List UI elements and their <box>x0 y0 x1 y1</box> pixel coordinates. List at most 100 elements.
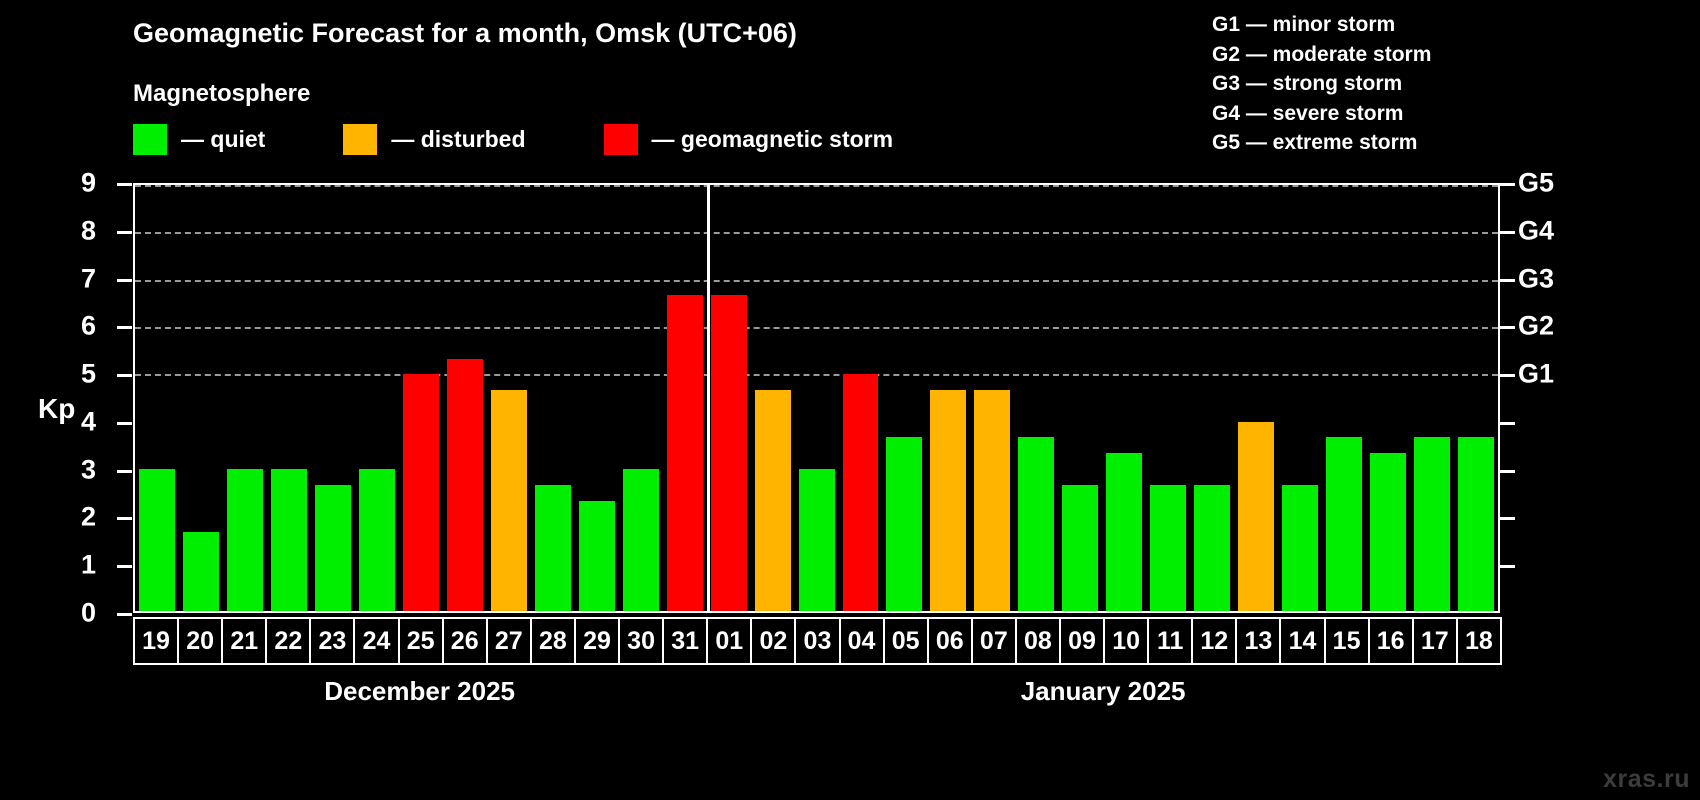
day-label-21[interactable]: 21 <box>221 617 268 665</box>
day-label-14[interactable]: 14 <box>1279 617 1326 665</box>
bar-22[interactable] <box>270 469 307 611</box>
gridline-kp-8 <box>135 232 1498 235</box>
day-label-26[interactable]: 26 <box>441 617 488 665</box>
day-label-13[interactable]: 13 <box>1235 617 1282 665</box>
g-tick-mark-kp-3 <box>1500 469 1515 473</box>
bar-28[interactable] <box>534 484 571 611</box>
bar-slot <box>487 185 531 611</box>
bar-10[interactable] <box>1106 453 1143 611</box>
bar-12[interactable] <box>1194 484 1231 611</box>
bar-slot <box>223 185 267 611</box>
bar-slot <box>267 185 311 611</box>
month-divider <box>706 183 710 613</box>
y-axis-label: Kp <box>38 393 76 424</box>
y-tick-mark-0 <box>117 613 132 616</box>
g-tick-mark-kp-5 <box>1500 374 1515 378</box>
bar-01[interactable] <box>710 295 747 611</box>
day-label-08[interactable]: 08 <box>1014 617 1061 665</box>
g-scale-line-5: G5 — extreme storm <box>1212 131 1418 154</box>
bar-29[interactable] <box>578 500 615 611</box>
day-label-06[interactable]: 06 <box>926 617 973 665</box>
y-tick-label-0: 0 <box>80 597 96 628</box>
bar-14[interactable] <box>1282 484 1319 611</box>
y-tick-mark-5 <box>117 374 132 378</box>
bar-24[interactable] <box>358 469 395 611</box>
bar-25[interactable] <box>402 374 439 611</box>
day-label-27[interactable]: 27 <box>485 617 532 665</box>
bar-05[interactable] <box>886 437 923 611</box>
gridline-kp-7 <box>135 279 1498 282</box>
day-label-04[interactable]: 04 <box>838 617 885 665</box>
day-label-10[interactable]: 10 <box>1103 617 1150 665</box>
bar-slot <box>795 185 839 611</box>
bar-slot <box>1366 185 1410 611</box>
bar-15[interactable] <box>1326 437 1363 611</box>
g-tick-label-G2: G2 <box>1518 310 1555 341</box>
day-label-28[interactable]: 28 <box>529 617 576 665</box>
bar-09[interactable] <box>1062 484 1099 611</box>
bar-04[interactable] <box>842 374 879 611</box>
y-tick-label-3: 3 <box>80 454 96 485</box>
y-tick-mark-3 <box>117 469 132 473</box>
bar-slot <box>575 185 619 611</box>
month-caption: January 2025 <box>1020 676 1186 706</box>
day-label-30[interactable]: 30 <box>618 617 665 665</box>
bar-31[interactable] <box>666 295 703 611</box>
day-label-20[interactable]: 20 <box>177 617 224 665</box>
day-label-15[interactable]: 15 <box>1323 617 1370 665</box>
day-label-23[interactable]: 23 <box>309 617 356 665</box>
bar-21[interactable] <box>226 469 263 611</box>
g-scale-line-1: G1 — minor storm <box>1212 13 1396 36</box>
day-label-17[interactable]: 17 <box>1411 617 1458 665</box>
day-label-05[interactable]: 05 <box>882 617 929 665</box>
bar-13[interactable] <box>1238 421 1275 611</box>
day-label-29[interactable]: 29 <box>573 617 621 665</box>
bar-slot <box>355 185 399 611</box>
g-tick-mark-kp-8 <box>1500 230 1515 234</box>
day-label-09[interactable]: 09 <box>1058 617 1106 665</box>
gridline-kp-6 <box>135 326 1498 329</box>
bar-03[interactable] <box>798 469 835 611</box>
bar-slot <box>1322 185 1366 611</box>
bar-20[interactable] <box>182 531 219 611</box>
bar-06[interactable] <box>930 389 967 611</box>
day-label-16[interactable]: 16 <box>1367 617 1414 665</box>
bar-slot <box>1410 185 1454 611</box>
legend-label-disturbed: — disturbed <box>391 125 526 152</box>
y-tick-mark-1 <box>117 565 132 569</box>
legend-swatch-geomagnetic-storm <box>603 123 638 155</box>
bar-16[interactable] <box>1370 453 1407 611</box>
day-label-07[interactable]: 07 <box>970 617 1017 665</box>
bar-08[interactable] <box>1018 437 1055 611</box>
bar-slot <box>1454 185 1498 611</box>
bar-slot <box>1014 185 1058 611</box>
bar-27[interactable] <box>490 389 527 611</box>
day-label-12[interactable]: 12 <box>1191 617 1238 665</box>
magnetosphere-label: Magnetosphere <box>133 80 311 107</box>
y-tick-label-8: 8 <box>80 215 96 246</box>
day-label-25[interactable]: 25 <box>397 617 444 665</box>
day-label-03[interactable]: 03 <box>794 617 841 665</box>
bar-slot <box>311 185 355 611</box>
bar-slot <box>1146 185 1190 611</box>
bar-18[interactable] <box>1458 437 1495 611</box>
day-label-01[interactable]: 01 <box>706 617 753 665</box>
y-tick-label-4: 4 <box>80 406 96 437</box>
bar-30[interactable] <box>622 469 659 611</box>
bar-02[interactable] <box>754 389 791 611</box>
bar-17[interactable] <box>1414 437 1451 611</box>
day-label-02[interactable]: 02 <box>750 617 797 665</box>
bars-layer <box>135 185 1498 611</box>
day-label-22[interactable]: 22 <box>265 617 312 665</box>
watermark: xras.ru <box>1603 765 1690 793</box>
bar-07[interactable] <box>974 389 1011 611</box>
day-label-19[interactable]: 19 <box>133 617 180 665</box>
bar-19[interactable] <box>139 469 175 611</box>
day-label-18[interactable]: 18 <box>1455 617 1502 665</box>
day-label-11[interactable]: 11 <box>1147 617 1194 665</box>
day-label-24[interactable]: 24 <box>353 617 400 665</box>
day-label-31[interactable]: 31 <box>662 617 709 665</box>
bar-23[interactable] <box>314 484 351 611</box>
bar-11[interactable] <box>1150 484 1187 611</box>
bar-26[interactable] <box>446 358 483 611</box>
